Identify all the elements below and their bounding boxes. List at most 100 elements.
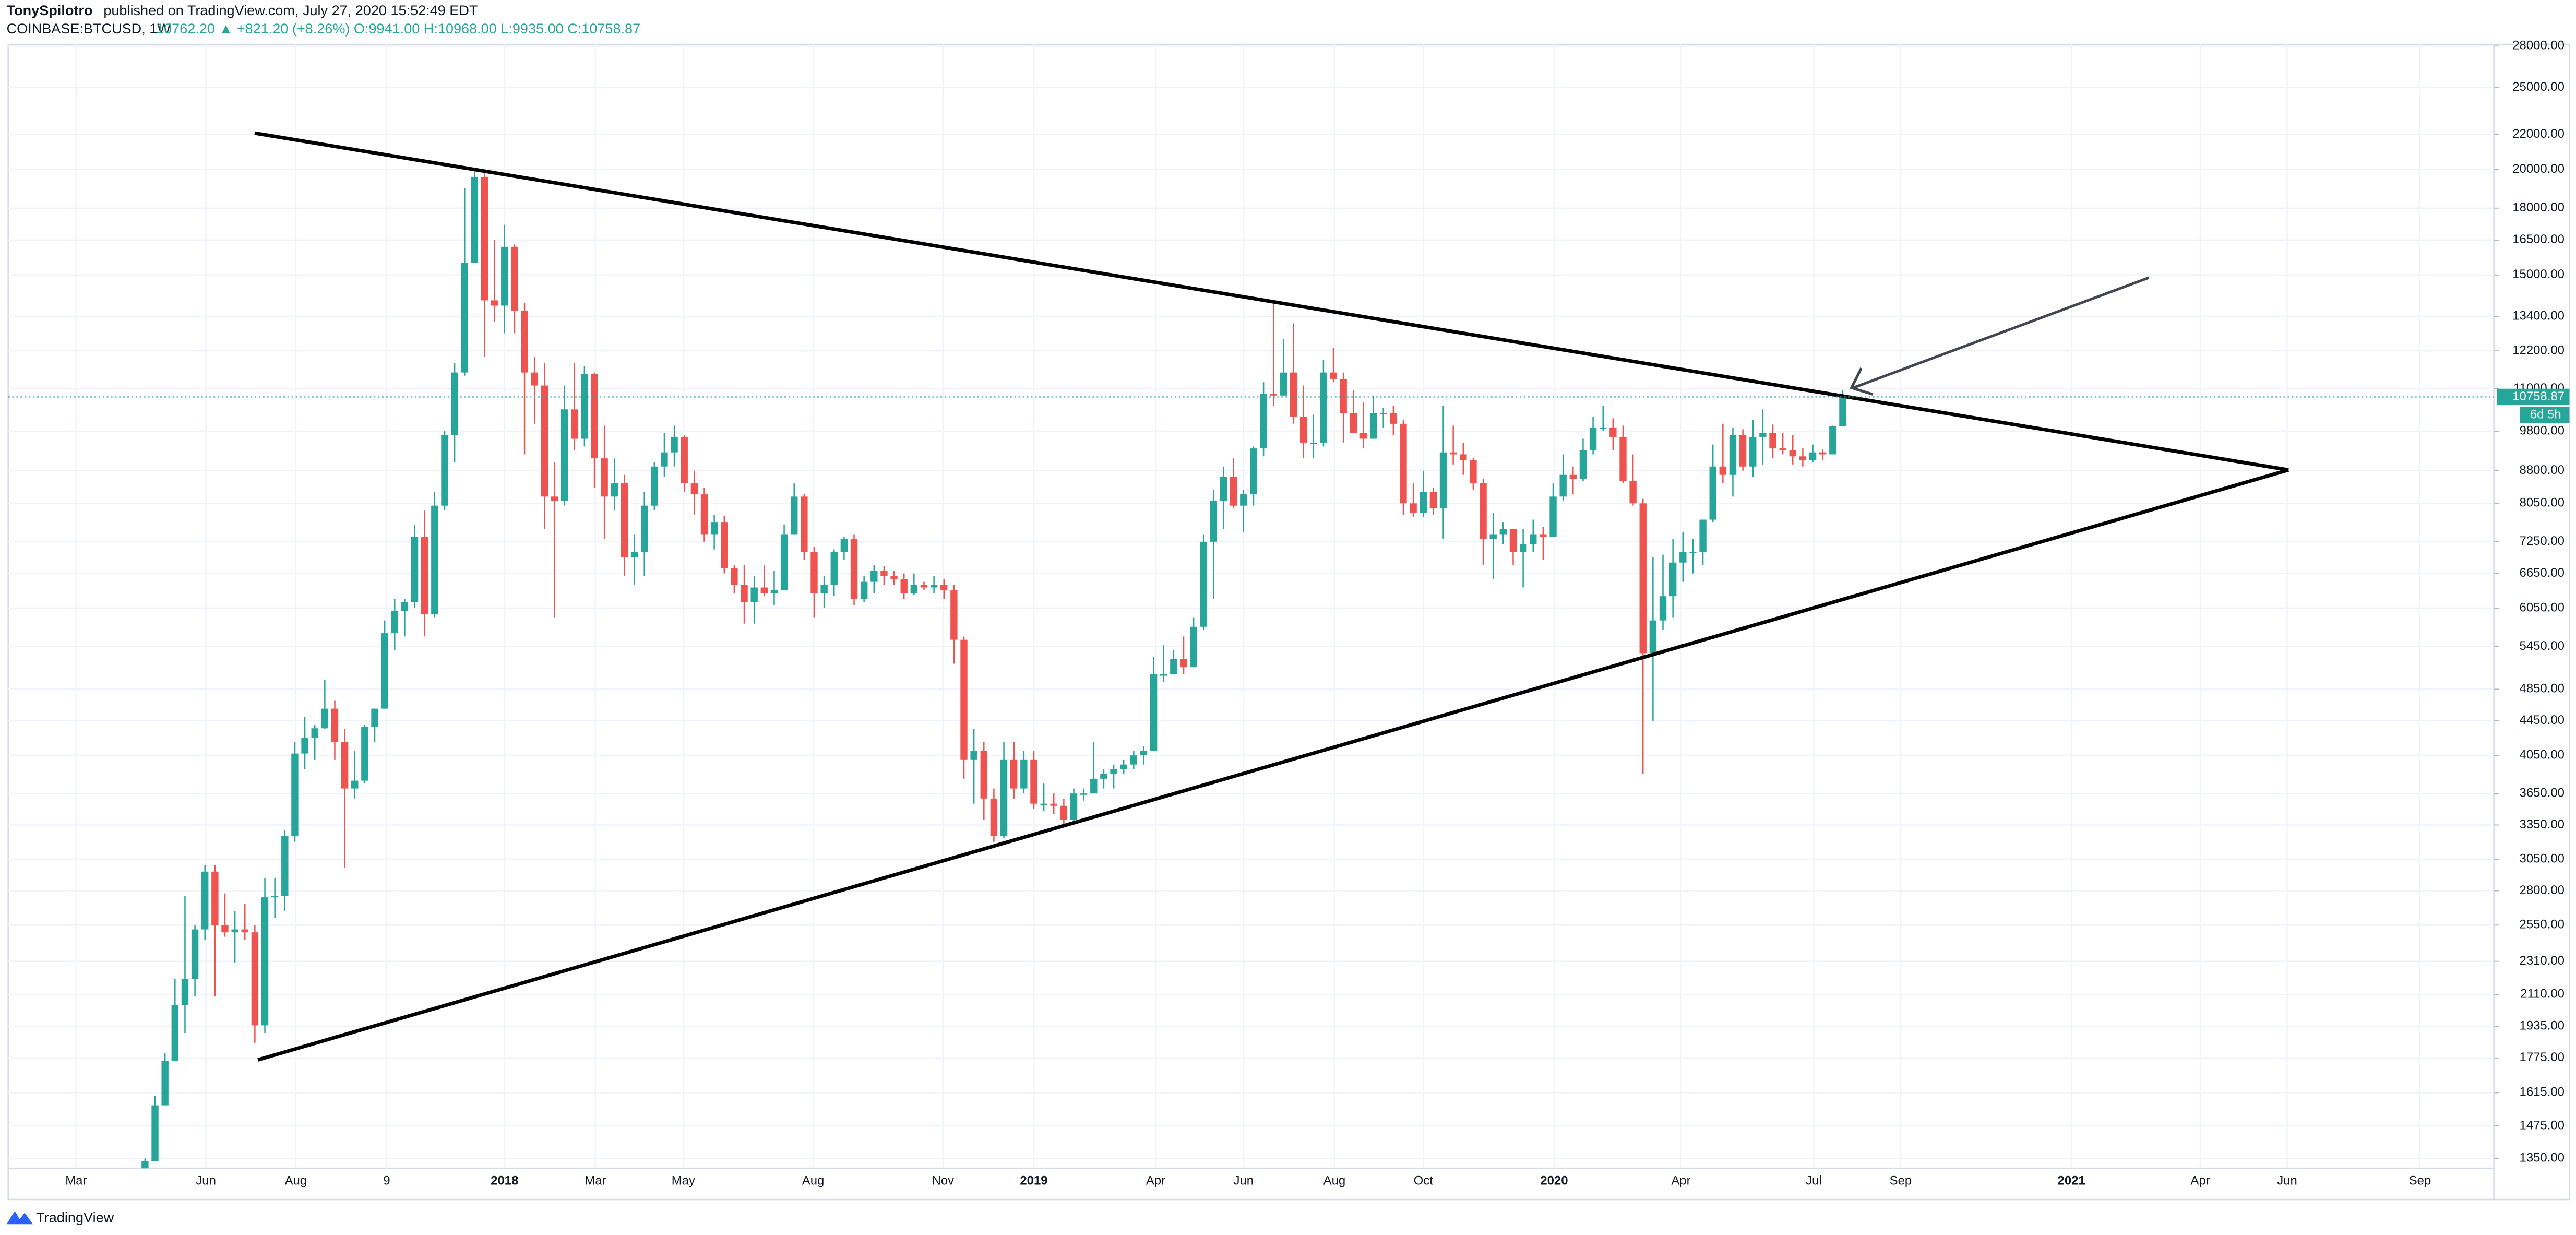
candle-body xyxy=(1020,759,1028,789)
candle-body xyxy=(1759,433,1767,437)
axes: 28000.00 25000.00 22000.00 20000.00 18000.00… xyxy=(8,39,2570,1188)
candle-body xyxy=(521,311,528,373)
upper-trendline xyxy=(254,131,2289,472)
candle-body xyxy=(780,534,788,591)
y-tick-label: 13400.00 xyxy=(2512,308,2565,323)
x-tick-label: Jun xyxy=(1234,1174,1254,1188)
candle-body xyxy=(1390,413,1397,424)
candle-body xyxy=(1470,460,1477,484)
x-tick-label: Apr xyxy=(1671,1174,1690,1188)
candle-body xyxy=(1040,803,1047,805)
candle-body xyxy=(960,639,968,760)
candle-body xyxy=(810,552,818,593)
y-tick-label: 7250.00 xyxy=(2520,534,2565,548)
candle-body xyxy=(1619,436,1627,481)
candle-body xyxy=(1030,759,1037,804)
y-tick-label: 8050.00 xyxy=(2520,496,2565,510)
candle-body xyxy=(1689,552,1697,554)
y-tick-label: 18000.00 xyxy=(2512,200,2565,215)
grid xyxy=(8,44,2494,1169)
candle-body xyxy=(531,372,538,386)
arrow xyxy=(1853,276,2150,389)
candle-body xyxy=(1310,442,1317,444)
candle-body xyxy=(551,496,558,501)
brand: TradingView xyxy=(36,1209,114,1225)
candle-body xyxy=(1299,416,1307,443)
candle-body xyxy=(920,585,928,588)
candle-body xyxy=(1480,483,1487,540)
y-tick-label: 6050.00 xyxy=(2520,600,2565,614)
candle-body xyxy=(211,871,219,925)
candle-body xyxy=(721,522,728,568)
candle-body xyxy=(1340,378,1347,413)
y-tick-label: 1935.00 xyxy=(2520,1019,2565,1033)
candle-body xyxy=(331,708,339,742)
candle-body xyxy=(710,522,718,535)
candle-body xyxy=(1429,492,1437,508)
y-tick-label: 5450.00 xyxy=(2520,639,2565,653)
candle-body xyxy=(1010,759,1018,789)
candle-body xyxy=(890,576,898,579)
candle-body xyxy=(560,409,568,501)
candle-body xyxy=(940,585,948,591)
candle-body xyxy=(770,590,778,593)
x-tick-label: 2020 xyxy=(1540,1174,1568,1188)
candle-body xyxy=(1369,413,1377,439)
y-tick-label: 3050.00 xyxy=(2520,852,2565,866)
candle-body xyxy=(181,979,189,1005)
y-tick-label: 22000.00 xyxy=(2512,127,2565,141)
y-tick-label: 3350.00 xyxy=(2520,817,2565,832)
candle-body xyxy=(481,176,488,301)
lower-trendline xyxy=(257,468,2289,1062)
y-tick-label: 2110.00 xyxy=(2520,987,2565,1001)
candle-body xyxy=(1320,372,1327,443)
x-tick-label: Nov xyxy=(932,1174,955,1188)
candle-body xyxy=(1600,427,1607,429)
candle-body xyxy=(1460,454,1467,461)
frame xyxy=(7,43,2570,1201)
candle-body xyxy=(750,587,758,602)
x-tick-label: Mar xyxy=(65,1174,87,1188)
candle-body xyxy=(1439,452,1447,508)
candle-body xyxy=(1260,394,1267,449)
y-tick-label: 20000.00 xyxy=(2512,162,2565,176)
candle-body xyxy=(880,571,888,576)
candle-body xyxy=(1150,674,1158,751)
candle-body xyxy=(640,505,648,552)
x-tick-label: 2018 xyxy=(491,1174,518,1188)
candle-body xyxy=(1609,427,1617,437)
candle-body xyxy=(1080,793,1088,795)
y-tick-label: 15000.00 xyxy=(2512,267,2565,281)
candle-body xyxy=(731,568,738,585)
candle-body xyxy=(231,929,238,933)
candle-body xyxy=(421,537,428,614)
candle-body xyxy=(741,585,748,602)
candle-body xyxy=(1050,803,1057,806)
y-tick-label: 28000.00 xyxy=(2512,39,2565,53)
candle-body xyxy=(1639,503,1647,654)
candle-body xyxy=(910,585,918,593)
candle-body xyxy=(1140,751,1148,756)
candle-body xyxy=(541,385,548,497)
candle-body xyxy=(1530,534,1537,544)
quote: 10762.20 ▲ +821.20 (+8.26%) O:9941.00 H:… xyxy=(156,20,640,37)
candle-body xyxy=(1220,477,1227,501)
candle-body xyxy=(471,176,479,263)
candle-body xyxy=(301,738,308,754)
candle-body xyxy=(1699,519,1707,552)
candles xyxy=(141,171,1846,1169)
candle-body xyxy=(341,742,349,789)
candle-body xyxy=(191,929,199,979)
candle-body xyxy=(1449,452,1457,455)
candle-body xyxy=(611,483,618,497)
candle-body xyxy=(1509,529,1517,552)
candle-body xyxy=(441,435,448,506)
candle-body xyxy=(930,585,938,588)
y-tick-label: 4850.00 xyxy=(2520,682,2565,696)
candle-body xyxy=(1180,659,1187,668)
candle-body xyxy=(1549,496,1557,537)
candle-body xyxy=(671,436,678,453)
candle-body xyxy=(1589,427,1597,450)
